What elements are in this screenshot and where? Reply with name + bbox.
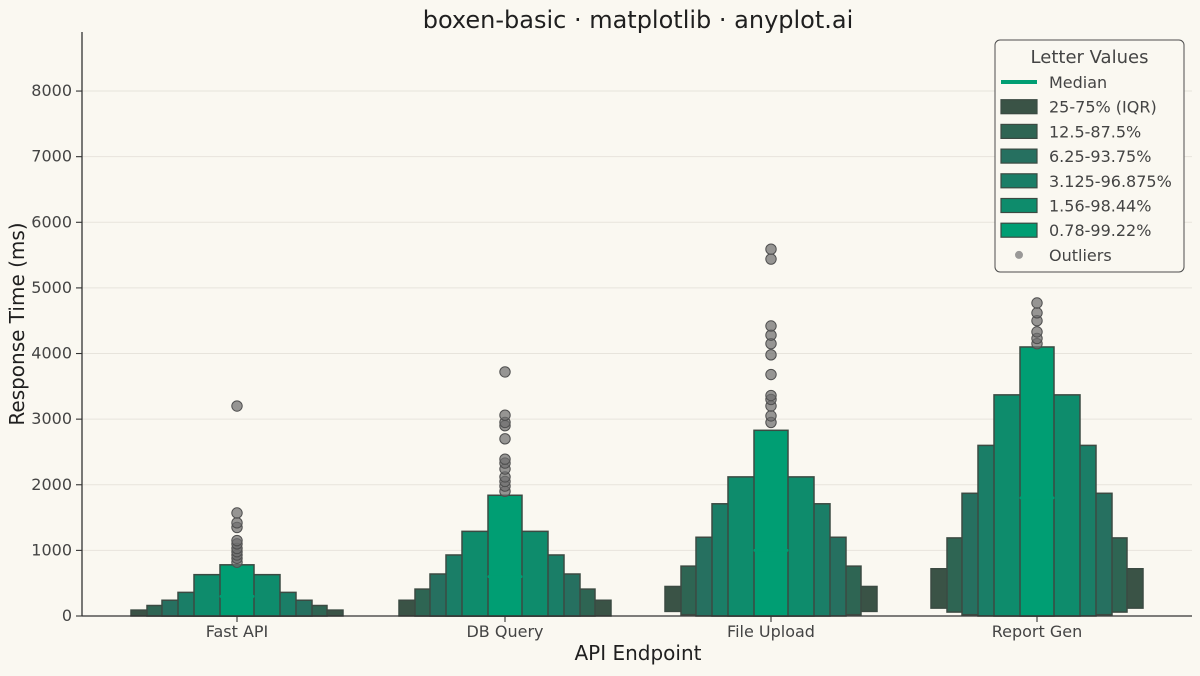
legend-label: 1.56-98.44% <box>1049 197 1151 216</box>
boxen-group <box>130 400 344 617</box>
outlier-point <box>499 453 511 465</box>
y-tick-label: 3000 <box>31 409 72 428</box>
y-tick-label: 6000 <box>31 212 72 231</box>
legend-box-swatch <box>1000 222 1038 238</box>
outlier-point <box>765 368 777 381</box>
outlier-point <box>499 409 511 421</box>
outlier-point <box>231 400 243 412</box>
boxen-group <box>664 243 878 617</box>
legend-label: 0.78-99.22% <box>1049 221 1151 240</box>
y-tick-label: 7000 <box>31 147 72 166</box>
outlier-point <box>499 366 511 378</box>
legend-box-swatch <box>1000 99 1038 115</box>
legend-box-swatch <box>1000 123 1038 140</box>
legend-label: 12.5-87.5% <box>1049 122 1141 141</box>
outlier-point <box>231 507 243 519</box>
axis-layer: 0 1000 2000 3000 4000 5000 6000 7000 8000 Fast AP… <box>31 32 1192 641</box>
outlier-point <box>765 389 777 402</box>
letter-value-box <box>487 494 523 617</box>
outlier-point <box>1031 297 1043 309</box>
legend-label: 25-75% (IQR) <box>1049 98 1157 117</box>
legend-point-swatch <box>1015 250 1023 259</box>
legend-box-swatch <box>1000 148 1038 164</box>
grid-layer <box>82 90 1192 617</box>
outlier-point <box>765 243 777 255</box>
letter-value-box <box>753 429 789 617</box>
legend-label: 3.125-96.875% <box>1049 172 1172 191</box>
outlier-point <box>765 410 777 422</box>
chart-title: boxen-basic · matplotlib · anyplot.ai <box>423 6 854 34</box>
outlier-point <box>499 433 511 445</box>
legend-box <box>994 39 1185 273</box>
outlier-point <box>765 320 777 332</box>
outlier-point <box>765 253 777 265</box>
y-tick-label: 2000 <box>31 475 72 494</box>
letter-value-box <box>219 564 255 617</box>
outlier-point <box>1031 326 1043 338</box>
x-tick-label: File Upload <box>727 622 815 641</box>
legend-box-swatch <box>1000 173 1038 189</box>
legend-title: Letter Values <box>1031 47 1149 68</box>
y-tick-label: 8000 <box>31 81 72 100</box>
legend-box-swatch <box>1000 197 1038 214</box>
outlier-point <box>231 517 243 529</box>
legend-label: Outliers <box>1049 246 1112 265</box>
x-tick-label: Report Gen <box>992 622 1083 641</box>
x-axis-label: API Endpoint <box>574 641 701 665</box>
x-tick-label: Fast API <box>206 622 269 641</box>
letter-value-box <box>1019 346 1055 617</box>
boxen-group <box>930 133 1144 617</box>
outlier-point <box>231 534 243 547</box>
y-tick-label: 1000 <box>31 540 72 559</box>
y-axis-label: Response Time (ms) <box>5 222 29 425</box>
outlier-point <box>765 349 777 361</box>
y-tick-label: 4000 <box>31 344 72 363</box>
legend-label: Median <box>1049 73 1107 92</box>
legend: Letter Values Median 25-75% (IQR) 12.5-87.5… <box>994 39 1185 273</box>
boxen-group <box>398 366 612 617</box>
plot-layer <box>130 133 1144 617</box>
outlier-point <box>1031 307 1043 319</box>
y-tick-label: 0 <box>62 606 72 625</box>
x-tick-label: DB Query <box>466 622 543 641</box>
y-tick-label: 5000 <box>31 278 72 297</box>
legend-label: 6.25-93.75% <box>1049 147 1151 166</box>
